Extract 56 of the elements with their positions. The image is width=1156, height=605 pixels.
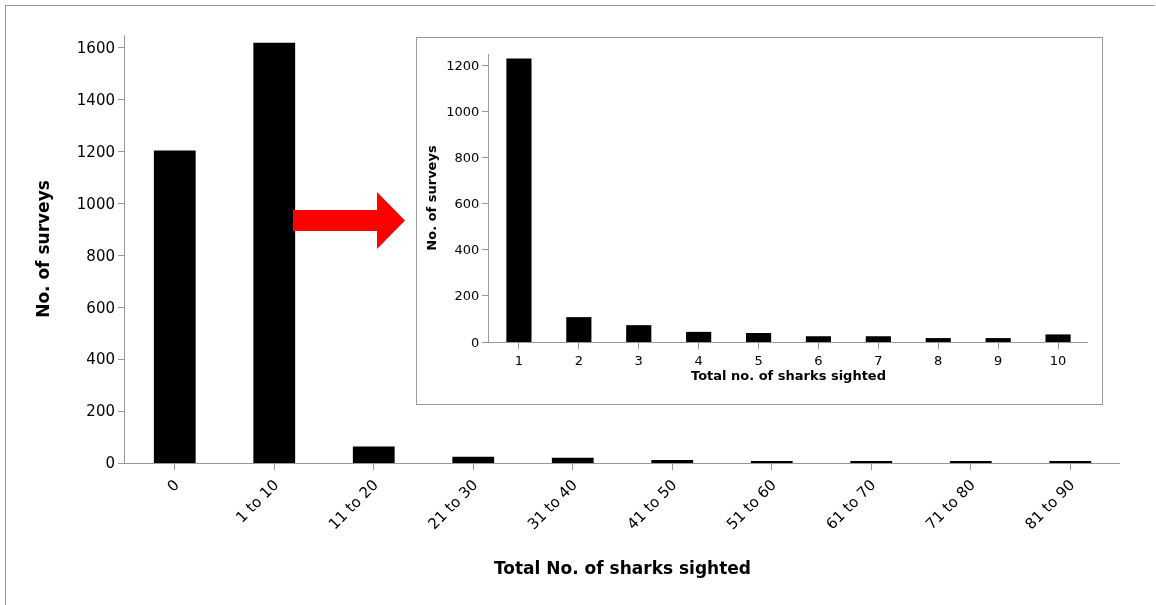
x-tick-label: 6	[814, 352, 823, 368]
y-tick-label: 200	[454, 288, 480, 304]
x-axis-title: Total no. of sharks sighted	[691, 367, 886, 383]
bar	[745, 333, 772, 342]
y-tick-label: 200	[86, 402, 115, 421]
bar	[506, 58, 532, 342]
y-tick-label: 1200	[76, 142, 115, 161]
x-tick-label: 11 to 20	[324, 475, 382, 534]
x-tick-label: 81 to 90	[1021, 475, 1079, 534]
y-tick-label: 1000	[446, 104, 480, 120]
bar	[805, 336, 832, 342]
x-tick-label: 7	[874, 352, 883, 368]
y-tick-label: 1400	[76, 91, 115, 110]
y-axis-title: No. of surveys	[33, 180, 54, 318]
x-tick-label: 1 to 10	[232, 475, 283, 527]
y-tick-label: 800	[454, 150, 480, 166]
y-tick-label: 1000	[76, 194, 115, 213]
bar	[352, 446, 395, 463]
bar	[566, 317, 592, 342]
y-tick-label: 600	[454, 196, 480, 212]
y-tick-label: 0	[471, 334, 480, 350]
x-tick-label: 10	[1049, 352, 1067, 368]
x-tick-label: 2	[574, 352, 583, 368]
bar	[686, 331, 712, 342]
y-tick-label: 400	[454, 242, 480, 258]
y-tick-label: 1600	[76, 39, 115, 58]
x-tick-label: 9	[994, 352, 1003, 368]
y-tick-label: 600	[86, 298, 115, 317]
x-tick-label: 8	[934, 352, 943, 368]
bar	[925, 338, 951, 342]
y-tick-label: 800	[86, 246, 115, 265]
x-tick-label: 3	[634, 352, 643, 368]
x-tick-label: 1	[514, 352, 524, 368]
x-tick-label: 5	[754, 352, 763, 368]
bar	[551, 457, 594, 463]
bar	[626, 325, 652, 342]
x-tick-label: 4	[694, 352, 703, 368]
bar	[865, 336, 891, 342]
y-tick-label: 1200	[446, 58, 480, 74]
bar	[452, 456, 495, 463]
x-tick-label: 51 to 60	[722, 475, 780, 534]
x-tick-label: 0	[163, 475, 183, 496]
bar	[651, 459, 694, 463]
y-tick-label: 400	[86, 350, 115, 369]
bar	[985, 338, 1011, 342]
y-tick-label: 0	[105, 454, 115, 473]
bar	[1045, 334, 1071, 342]
bar	[153, 150, 196, 463]
x-tick-label: 71 to 80	[921, 475, 979, 534]
x-tick-label: 61 to 70	[822, 475, 880, 534]
x-tick-label: 21 to 30	[424, 475, 482, 534]
x-tick-label: 31 to 40	[523, 475, 581, 534]
y-axis-title: No. of surveys	[424, 145, 440, 251]
bar	[253, 42, 296, 463]
x-axis-title: Total No. of sharks sighted	[493, 558, 752, 579]
x-tick-label: 41 to 50	[623, 475, 681, 534]
